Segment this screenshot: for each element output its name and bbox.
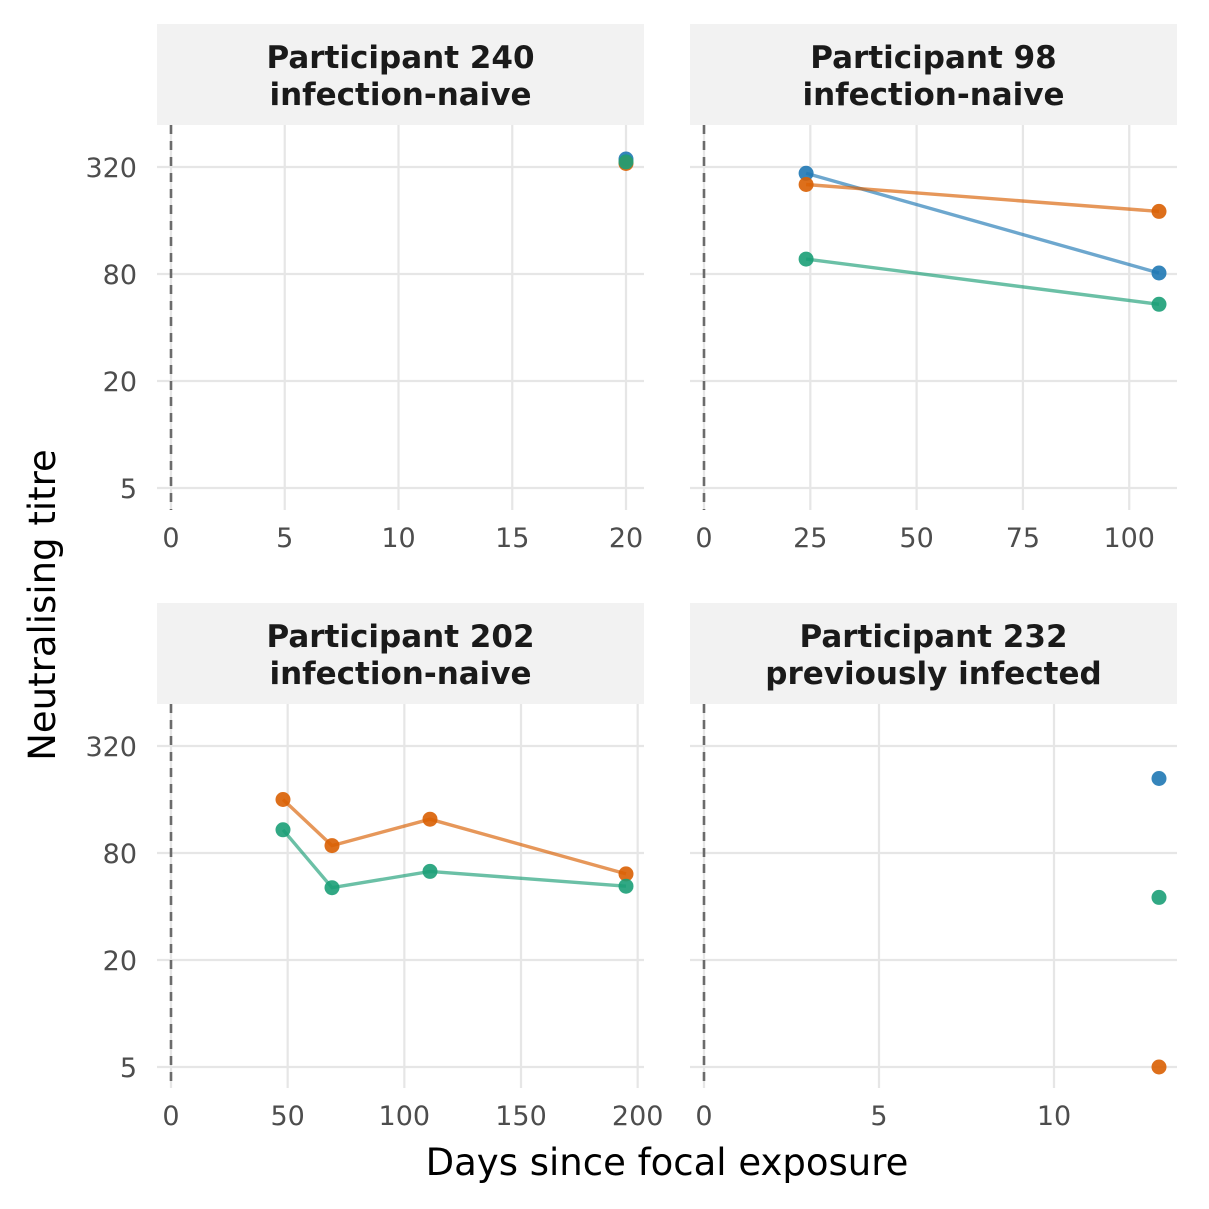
facet-subtitle: previously infected <box>765 656 1101 692</box>
y-tick-label: 80 <box>103 260 137 291</box>
data-point <box>1151 1059 1167 1075</box>
data-point <box>798 251 814 267</box>
x-tick-label: 50 <box>270 1101 304 1132</box>
data-point <box>422 863 438 879</box>
x-tick-label: 25 <box>793 523 827 554</box>
facet-title: Participant 98 <box>810 40 1056 76</box>
data-point <box>618 154 634 170</box>
x-tick-label: 10 <box>381 523 415 554</box>
facet-strip <box>157 24 644 125</box>
data-point <box>324 838 340 854</box>
y-tick-label: 20 <box>103 946 137 977</box>
x-tick-label: 75 <box>1006 523 1040 554</box>
data-point <box>618 866 634 882</box>
data-point <box>422 811 438 827</box>
data-point <box>1151 296 1167 312</box>
x-axis-title: Days since focal exposure <box>426 1141 909 1184</box>
y-tick-label: 320 <box>85 732 137 763</box>
y-tick-label: 20 <box>103 367 137 398</box>
data-point <box>1151 889 1167 905</box>
data-point <box>275 792 291 807</box>
x-tick-label: 50 <box>899 523 933 554</box>
x-tick-label: 0 <box>162 1101 179 1132</box>
facet-strip <box>157 603 644 704</box>
data-point <box>1151 203 1167 219</box>
series-line <box>281 798 627 876</box>
facet-strip <box>690 24 1177 125</box>
data-point <box>275 822 291 838</box>
x-tick-label: 0 <box>695 1101 712 1132</box>
data-point <box>618 878 634 894</box>
data-point <box>324 880 340 896</box>
data-point <box>798 165 814 181</box>
series-line <box>281 828 627 890</box>
series-line <box>805 182 1160 214</box>
x-tick-label: 200 <box>612 1101 664 1132</box>
x-tick-label: 5 <box>870 1101 887 1132</box>
x-tick-label: 0 <box>162 523 179 554</box>
facet-title: Participant 240 <box>266 40 534 76</box>
x-tick-label: 20 <box>609 523 643 554</box>
data-point <box>1151 265 1167 281</box>
facet-strip <box>690 603 1177 704</box>
data-point <box>798 177 814 192</box>
x-tick-label: 100 <box>379 1101 431 1132</box>
facet-subtitle: infection-naive <box>269 656 531 692</box>
facet-subtitle: infection-naive <box>802 77 1064 113</box>
x-tick-label: 0 <box>695 523 712 554</box>
x-tick-label: 15 <box>495 523 529 554</box>
x-tick-label: 150 <box>495 1101 547 1132</box>
series-line <box>805 257 1160 306</box>
data-point <box>1151 771 1167 786</box>
y-tick-label: 320 <box>85 153 137 184</box>
facet-subtitle: infection-naive <box>269 77 531 113</box>
y-tick-label: 80 <box>103 839 137 870</box>
x-tick-label: 10 <box>1037 1101 1071 1132</box>
x-tick-label: 100 <box>1103 523 1155 554</box>
y-tick-label: 5 <box>120 1053 137 1084</box>
facet-title: Participant 202 <box>266 619 534 655</box>
x-tick-label: 5 <box>276 523 293 554</box>
y-axis-title: Neutralising titre <box>21 449 64 761</box>
facet-title: Participant 232 <box>799 619 1067 655</box>
y-tick-label: 5 <box>120 474 137 505</box>
